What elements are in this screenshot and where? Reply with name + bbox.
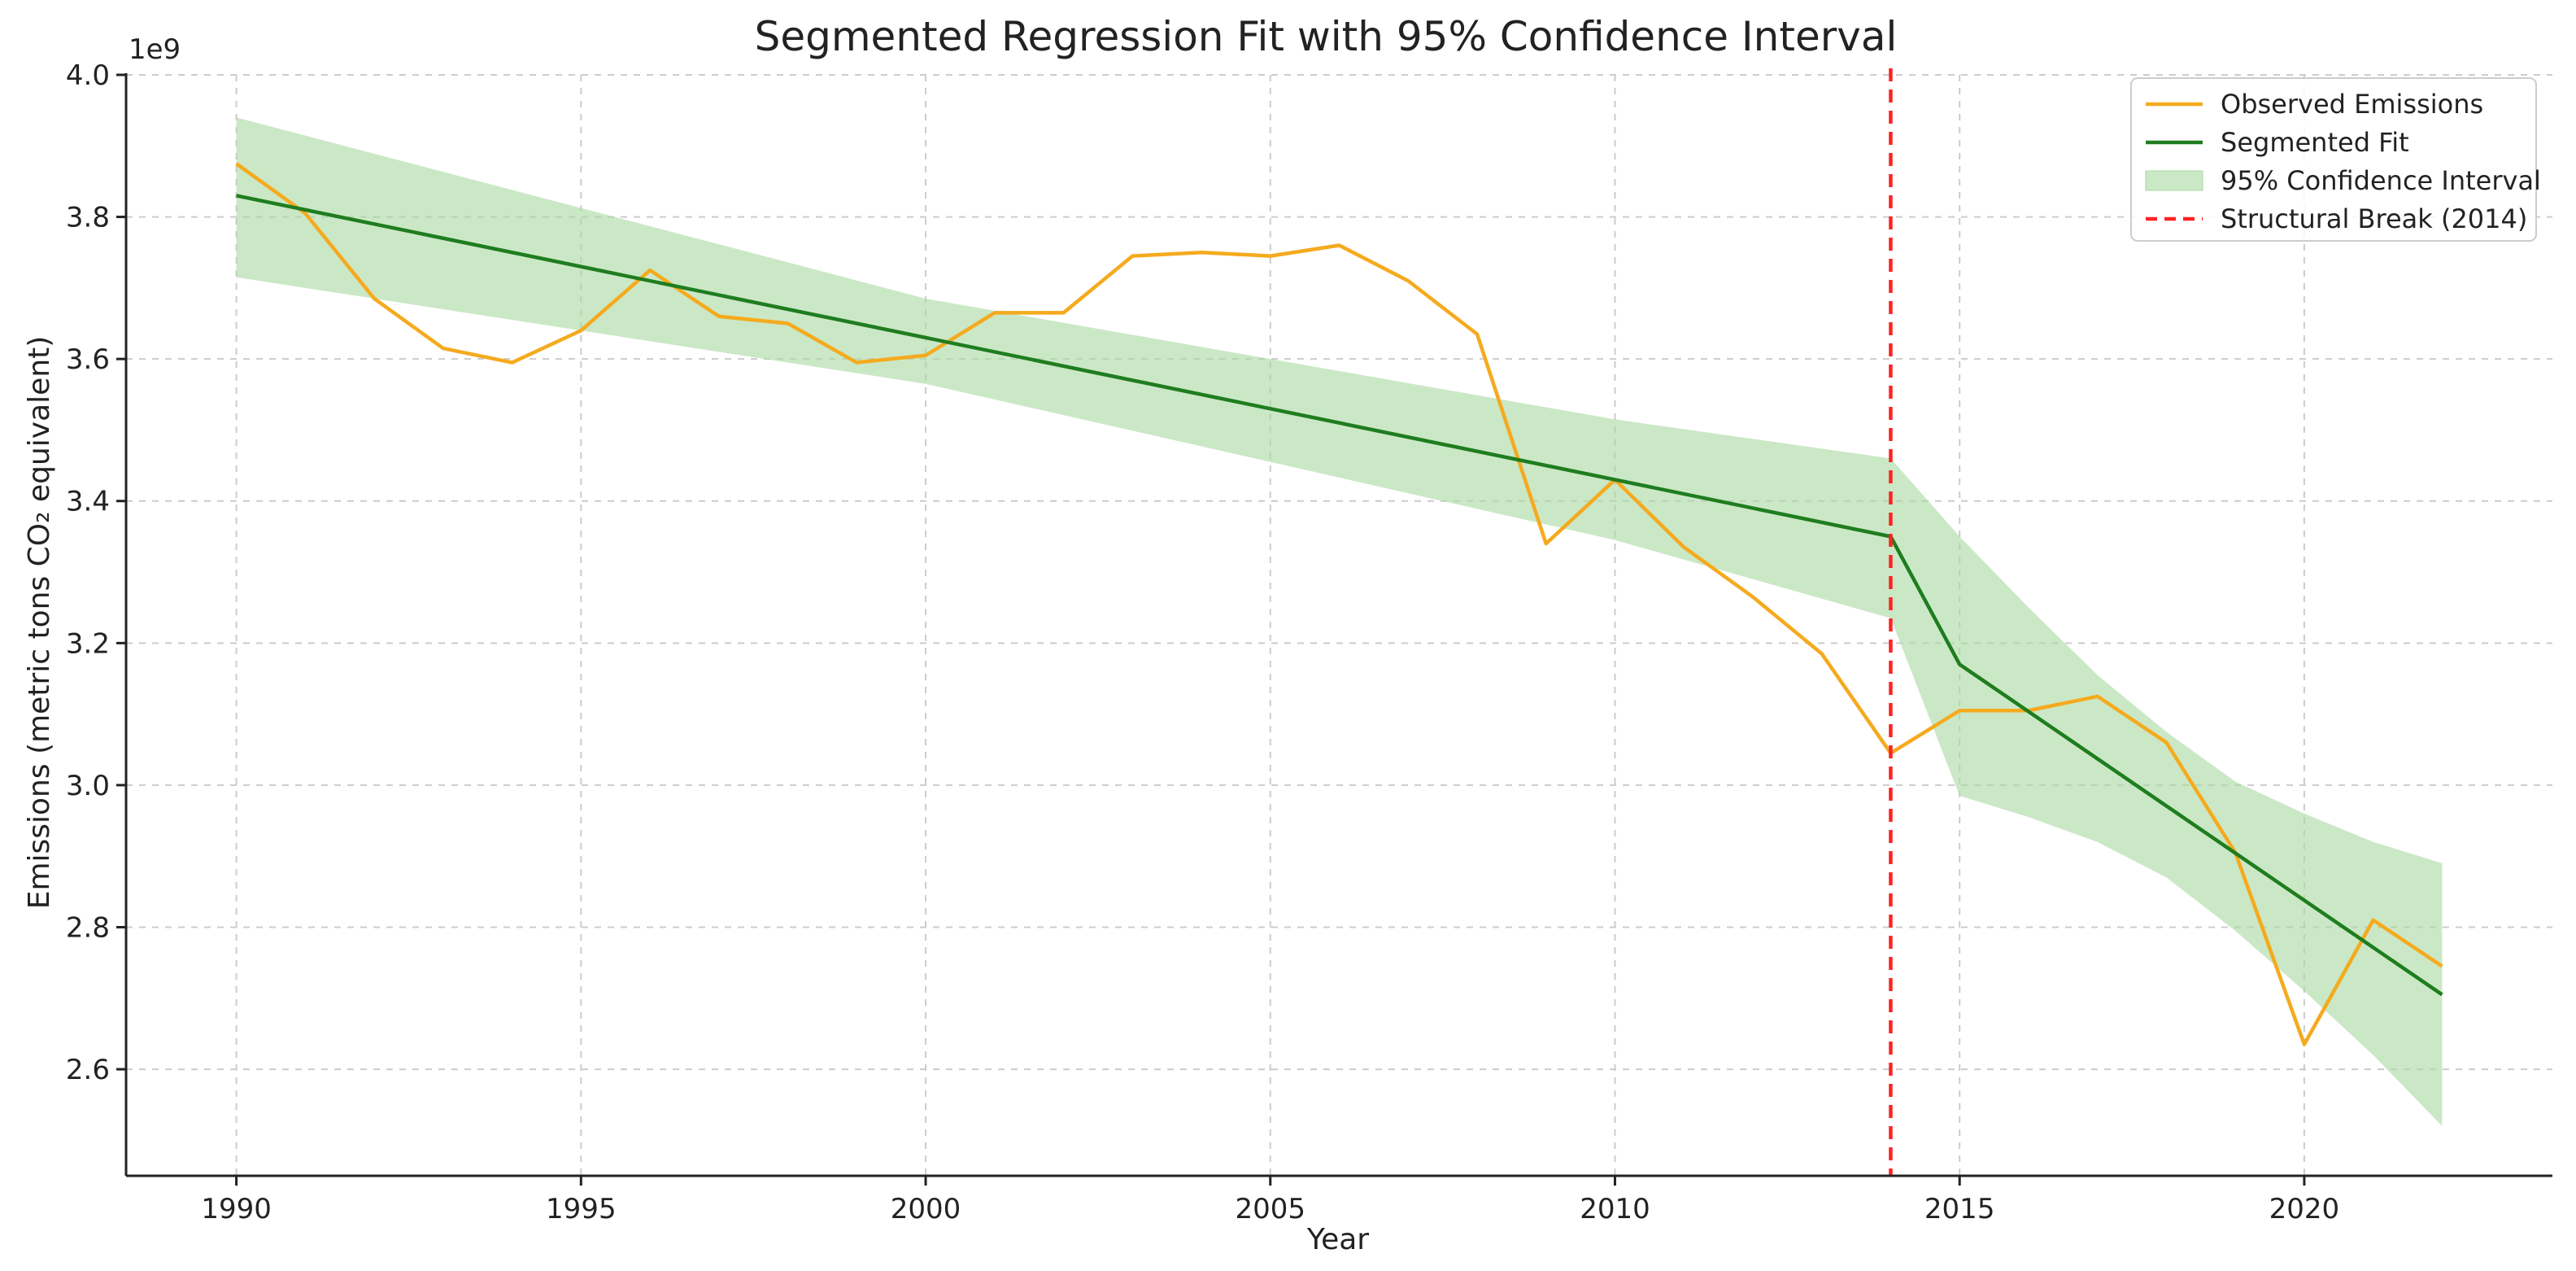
- observed-emissions-line: [235, 162, 2443, 1046]
- y-tick-label: 3.6: [66, 343, 110, 376]
- axes-layer: [124, 73, 2552, 1177]
- legend-label: Structural Break (2014): [2221, 203, 2527, 234]
- legend-label: Segmented Fit: [2221, 127, 2409, 158]
- legend-swatch-95-confidence-interval: [2145, 170, 2203, 191]
- x-tick-label: 1990: [201, 1193, 272, 1225]
- y-tick-label: 3.2: [66, 627, 110, 660]
- x-tick-label: 2000: [891, 1193, 961, 1225]
- y-tick-label: 4.0: [66, 59, 110, 92]
- x-tick-label: 2010: [1580, 1193, 1650, 1225]
- y-tick-label: 2.6: [66, 1054, 110, 1086]
- segmented-fit-line: [236, 194, 2443, 997]
- x-tick-label: 2015: [1924, 1193, 1995, 1225]
- legend-label: 95% Confidence Interval: [2221, 165, 2541, 196]
- x-tick-label: 2020: [2269, 1193, 2340, 1225]
- x-axis-label: Year: [1306, 1223, 1369, 1256]
- series-layer: [235, 162, 2443, 1046]
- x-tick-label: 2005: [1235, 1193, 1305, 1225]
- x-tick-label: 1995: [546, 1193, 617, 1225]
- legend-box: [2130, 77, 2537, 242]
- y-tick-label: 3.4: [66, 486, 110, 518]
- confidence-band-area: [236, 117, 2443, 1126]
- y-tick-label: 2.8: [66, 911, 110, 944]
- ticks-layer: 1990 1995 2000 2005 2010 2015 2020 2.6 2.8 3.0 3.2…: [66, 59, 2339, 1225]
- chart-title: Segmented Regression Fit with 95% Confid…: [755, 13, 1898, 60]
- legend: Observed Emissions Segmented Fit 95% Confi…: [2130, 77, 2541, 242]
- y-axis-label: Emissions (metric tons CO₂ equivalent): [23, 336, 56, 910]
- legend-label: Observed Emissions: [2221, 89, 2483, 120]
- y-tick-label: 3.0: [66, 770, 110, 802]
- y-axis-offset-label: 1e9: [129, 33, 181, 66]
- confidence-band-layer: [236, 117, 2443, 1126]
- y-tick-label: 3.8: [66, 202, 110, 234]
